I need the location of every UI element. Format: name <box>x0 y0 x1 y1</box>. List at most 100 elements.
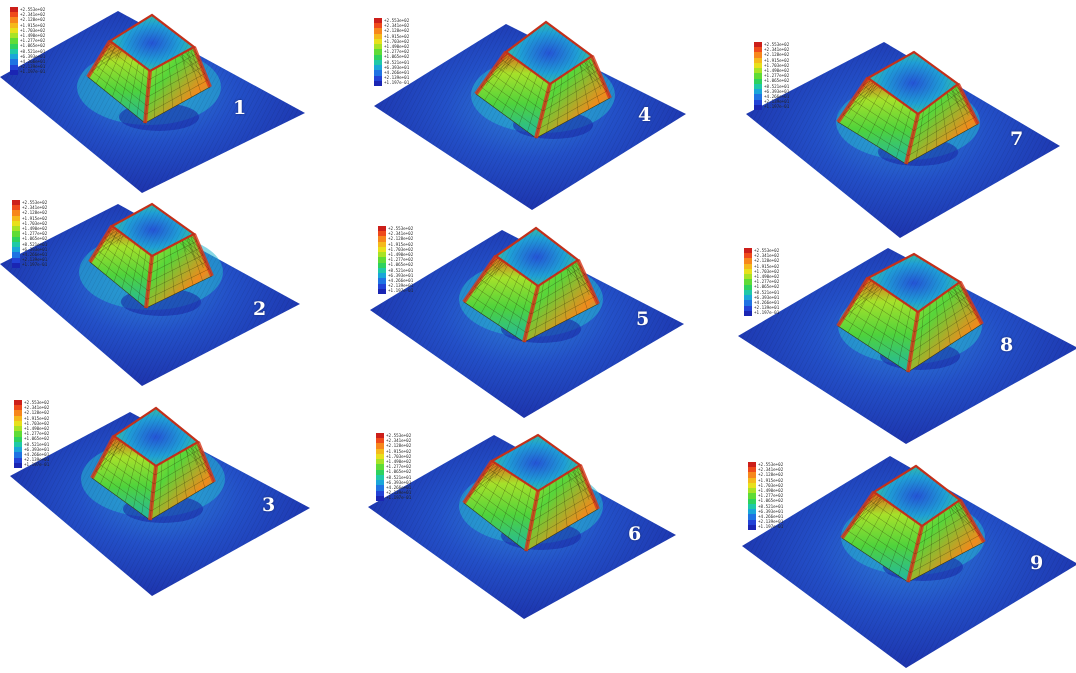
legend-tick-label: +2.341e+02 <box>764 47 790 53</box>
contour-panel-8: +2.553e+02 +2.341e+02 +2.128e+02 +1.915e+02… <box>738 244 1076 454</box>
legend-color-bar <box>754 42 762 111</box>
legend-tick-label: +2.139e+01 <box>20 64 46 70</box>
legend-color-bar <box>10 7 18 76</box>
legend-swatch <box>754 104 762 111</box>
legend-swatch <box>754 62 762 69</box>
legend-tick-label: +1.065e+02 <box>754 284 780 290</box>
legend-tick-label: +2.341e+02 <box>754 253 780 259</box>
legend-swatch <box>754 42 762 48</box>
legend-swatch <box>12 220 20 227</box>
color-legend: +2.553e+02 +2.341e+02 +2.128e+02 +1.915e+02… <box>754 42 810 111</box>
legend-tick-label: +4.266e+01 <box>386 485 412 491</box>
legend-swatch <box>744 289 752 296</box>
legend-tick-label: +1.703e+02 <box>386 453 412 459</box>
legend-tick-label: +1.915e+02 <box>764 57 790 63</box>
contour-panel-9: +2.553e+02 +2.341e+02 +2.128e+02 +1.915e+02… <box>738 456 1076 668</box>
legend-swatch <box>754 57 762 63</box>
legend-ticks: +2.553e+02 +2.341e+02 +2.128e+02 +1.915e+02… <box>754 248 779 316</box>
legend-tick-label: +1.703e+02 <box>388 246 414 252</box>
fea-contour-render <box>370 226 684 418</box>
panel-number: 7 <box>1010 128 1024 150</box>
legend-swatch <box>12 231 20 237</box>
legend-tick-label: +2.128e+02 <box>386 443 412 449</box>
legend-tick-label: +4.266e+01 <box>20 59 46 65</box>
legend-swatch <box>374 70 382 76</box>
legend-swatch <box>374 28 382 34</box>
legend-swatch <box>754 68 762 74</box>
legend-swatch <box>744 305 752 311</box>
legend-tick-label: +4.266e+01 <box>22 252 48 258</box>
legend-tick-label: +2.341e+02 <box>388 231 414 237</box>
legend-tick-label: +1.703e+02 <box>764 62 790 68</box>
legend-tick-label: +2.139e+01 <box>754 305 780 311</box>
legend-color-bar <box>744 248 752 317</box>
legend-swatch <box>748 519 756 525</box>
legend-ticks: +2.553e+02 +2.341e+02 +2.128e+02 +1.915e+02… <box>386 433 411 501</box>
legend-color-bar <box>376 433 384 502</box>
legend-swatch <box>14 441 22 448</box>
legend-swatch <box>374 33 382 39</box>
legend-tick-label: +6.393e+01 <box>386 479 412 485</box>
legend-tick-label: +1.915e+02 <box>386 448 412 454</box>
legend-swatch <box>10 64 18 70</box>
legend-swatch <box>14 426 22 432</box>
panel-number: 8 <box>1000 334 1014 356</box>
legend-swatch <box>10 12 18 18</box>
legend-swatch <box>12 200 20 206</box>
legend-tick-label: +1.197e-01 <box>20 69 46 75</box>
legend-ticks: +2.553e+02 +2.341e+02 +2.128e+02 +1.915e+02… <box>20 7 45 75</box>
legend-tick-label: +2.341e+02 <box>20 12 46 18</box>
legend-swatch <box>378 236 386 242</box>
legend-swatch <box>10 69 18 76</box>
legend-tick-label: +1.703e+02 <box>384 38 410 44</box>
panel-number: 3 <box>262 494 276 516</box>
legend-tick-label: +1.277e+02 <box>24 431 50 437</box>
legend-color-bar <box>14 400 22 469</box>
legend-tick-label: +1.277e+02 <box>20 38 46 44</box>
legend-tick-label: +8.521e+01 <box>758 503 784 509</box>
legend-tick-label: +1.277e+02 <box>22 231 48 237</box>
legend-tick-label: +1.277e+02 <box>386 464 412 470</box>
legend-swatch <box>754 99 762 105</box>
legend-swatch <box>14 431 22 437</box>
legend-ticks: +2.553e+02 +2.341e+02 +2.128e+02 +1.915e+02… <box>22 200 47 268</box>
fea-contour-render <box>368 433 676 619</box>
legend-tick-label: +1.703e+02 <box>24 420 50 426</box>
legend-swatch <box>376 480 384 486</box>
legend-swatch <box>374 75 382 81</box>
legend-tick-label: +1.915e+02 <box>754 263 780 269</box>
legend-swatch <box>376 469 384 475</box>
legend-tick-label: +6.393e+01 <box>22 246 48 252</box>
legend-swatch <box>748 477 756 483</box>
legend-swatch <box>374 59 382 66</box>
legend-swatch <box>748 488 756 494</box>
legend-swatch <box>374 49 382 55</box>
legend-tick-label: +1.197e-01 <box>758 524 784 530</box>
legend-tick-label: +2.341e+02 <box>24 405 50 411</box>
color-legend: +2.553e+02 +2.341e+02 +2.128e+02 +1.915e+02… <box>744 248 800 317</box>
color-legend: +2.553e+02 +2.341e+02 +2.128e+02 +1.915e+02… <box>378 226 434 295</box>
legend-tick-label: +4.266e+01 <box>384 70 410 76</box>
legend-tick-label: +4.266e+01 <box>758 514 784 520</box>
legend-ticks: +2.553e+02 +2.341e+02 +2.128e+02 +1.915e+02… <box>388 226 413 294</box>
legend-tick-label: +1.277e+02 <box>758 493 784 499</box>
legend-tick-label: +8.521e+01 <box>754 289 780 295</box>
legend-tick-label: +1.915e+02 <box>388 241 414 247</box>
legend-swatch <box>376 433 384 439</box>
legend-tick-label: +2.139e+01 <box>22 257 48 263</box>
contour-panel-3: +2.553e+02 +2.341e+02 +2.128e+02 +1.915e+02… <box>0 396 330 606</box>
legend-swatch <box>14 400 22 406</box>
legend-tick-label: +1.277e+02 <box>388 257 414 263</box>
legend-swatch <box>14 436 22 442</box>
legend-swatch <box>754 83 762 90</box>
legend-swatch <box>10 33 18 39</box>
legend-tick-label: +2.553e+02 <box>24 400 50 405</box>
legend-swatch <box>378 288 386 295</box>
legend-color-bar <box>748 462 756 531</box>
legend-tick-label: +2.341e+02 <box>386 438 412 444</box>
legend-swatch <box>376 490 384 496</box>
legend-swatch <box>12 236 20 242</box>
legend-swatch <box>12 247 20 253</box>
legend-swatch <box>744 279 752 285</box>
legend-tick-label: +6.393e+01 <box>20 53 46 59</box>
